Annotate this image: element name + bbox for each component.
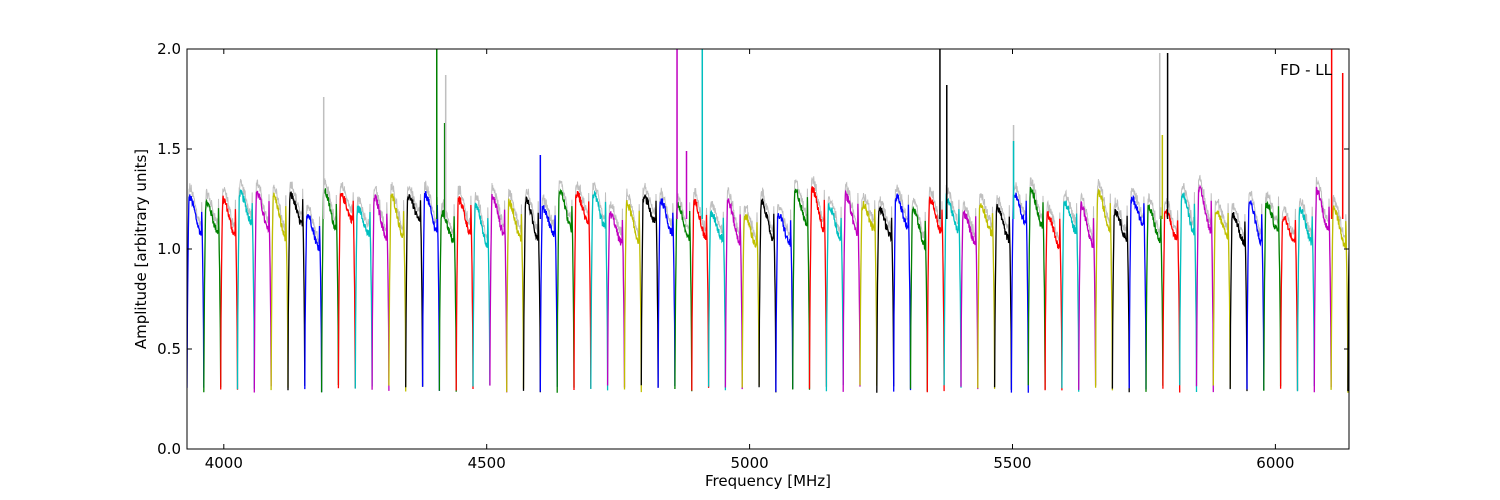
channel-trace-line: [1212, 210, 1231, 389]
channel-trace-line: [1044, 210, 1063, 391]
channel-trace-line: [556, 188, 575, 393]
channel-trace-line: [337, 192, 356, 389]
channel-trace-line: [707, 209, 727, 391]
channel-trace-line: [842, 189, 861, 392]
channel-trace-line: [354, 205, 373, 389]
channel-trace-line: [1027, 186, 1046, 390]
channel-trace-line: [741, 213, 760, 388]
channel-trace-line: [1296, 206, 1315, 392]
channel-trace-line: [236, 189, 255, 390]
y-tick-label: 1.5: [157, 140, 181, 158]
y-tick-label: 1.0: [157, 240, 181, 258]
channel-trace-line: [724, 198, 743, 390]
channel-trace-line: [1229, 212, 1248, 392]
channel-trace-line: [253, 190, 272, 393]
x-tick-label: 5500: [993, 454, 1031, 472]
x-tick-label: 4500: [468, 454, 506, 472]
channel-trace-line: [808, 186, 828, 389]
channel-trace-line: [1263, 200, 1282, 391]
x-tick-label: 5000: [731, 454, 769, 472]
channel-trace-line: [388, 193, 407, 392]
channel-trace-line: [1246, 200, 1265, 391]
channel-trace-line: [1179, 192, 1198, 393]
channel-trace-line: [220, 195, 239, 390]
channel-trace-line: [623, 200, 642, 393]
channel-trace-line: [606, 211, 626, 388]
channel-trace-line: [187, 194, 205, 388]
y-tick-label: 0.0: [157, 440, 181, 458]
channel-trace-line: [1279, 215, 1299, 391]
channel-trace-line: [960, 209, 979, 390]
x-tick-label: 4000: [205, 454, 243, 472]
channel-trace-line: [405, 194, 424, 388]
channel-trace-line: [1128, 194, 1147, 390]
channel-trace-line: [657, 198, 676, 388]
channel-trace-line: [539, 205, 558, 392]
channel-trace-line: [1094, 188, 1114, 391]
channel-trace-line: [472, 202, 491, 387]
channel-trace-line: [859, 200, 878, 386]
channel-trace-line: [304, 214, 323, 393]
channel-trace-line: [792, 188, 811, 390]
channel-trace-line: [876, 206, 895, 393]
x-axis-label: Frequency [MHz]: [705, 472, 831, 490]
channel-trace-line: [1145, 204, 1164, 392]
channel-trace-line: [926, 196, 945, 393]
channel-trace-line: [1162, 209, 1181, 393]
channel-trace-line: [893, 192, 912, 392]
channel-trace-line: [775, 213, 794, 392]
channel-trace-line: [1061, 200, 1080, 392]
channel-trace-line: [825, 201, 844, 392]
channel-trace-line: [203, 198, 222, 393]
channel-trace-line: [573, 190, 592, 391]
channel-trace-line: [371, 193, 390, 391]
channel-trace-line: [1111, 208, 1130, 393]
channel-trace-line: [977, 203, 996, 389]
channel-trace-line: [270, 192, 289, 391]
y-axis: 0.0 0.5 1.0 1.5 2.0: [157, 40, 1349, 458]
spike-group: [322, 49, 1344, 219]
y-tick-label: 2.0: [157, 40, 181, 58]
channel-trace-line: [1313, 186, 1332, 393]
y-tick-label: 0.5: [157, 340, 181, 358]
channel-trace-line: [909, 205, 928, 392]
channel-trace-line: [1330, 205, 1349, 393]
y-axis-label: Amplitude [arbitrary units]: [132, 149, 150, 349]
channel-trace-line: [438, 209, 457, 392]
channel-trace-line: [691, 198, 710, 391]
channel-trace-line: [489, 193, 508, 393]
channel-trace-line: [287, 191, 306, 391]
channel-trace-line: [421, 191, 441, 391]
channel-trace-line: [506, 198, 525, 393]
x-axis: 4000 4500 5000 5500 6000: [205, 49, 1294, 472]
channel-trace-line: [1195, 184, 1214, 393]
channel-trace-line: [640, 194, 659, 388]
channel-trace-line: [758, 198, 777, 393]
channel-trace-line: [1078, 201, 1097, 390]
series-trace-group: [187, 184, 1349, 393]
corner-annotation: FD - LL: [1280, 61, 1332, 79]
x-tick-label: 6000: [1256, 454, 1294, 472]
channel-trace-line: [455, 196, 474, 391]
channel-trace-line: [590, 190, 609, 391]
channel-trace-line: [993, 203, 1013, 390]
channel-trace-line: [522, 196, 541, 393]
